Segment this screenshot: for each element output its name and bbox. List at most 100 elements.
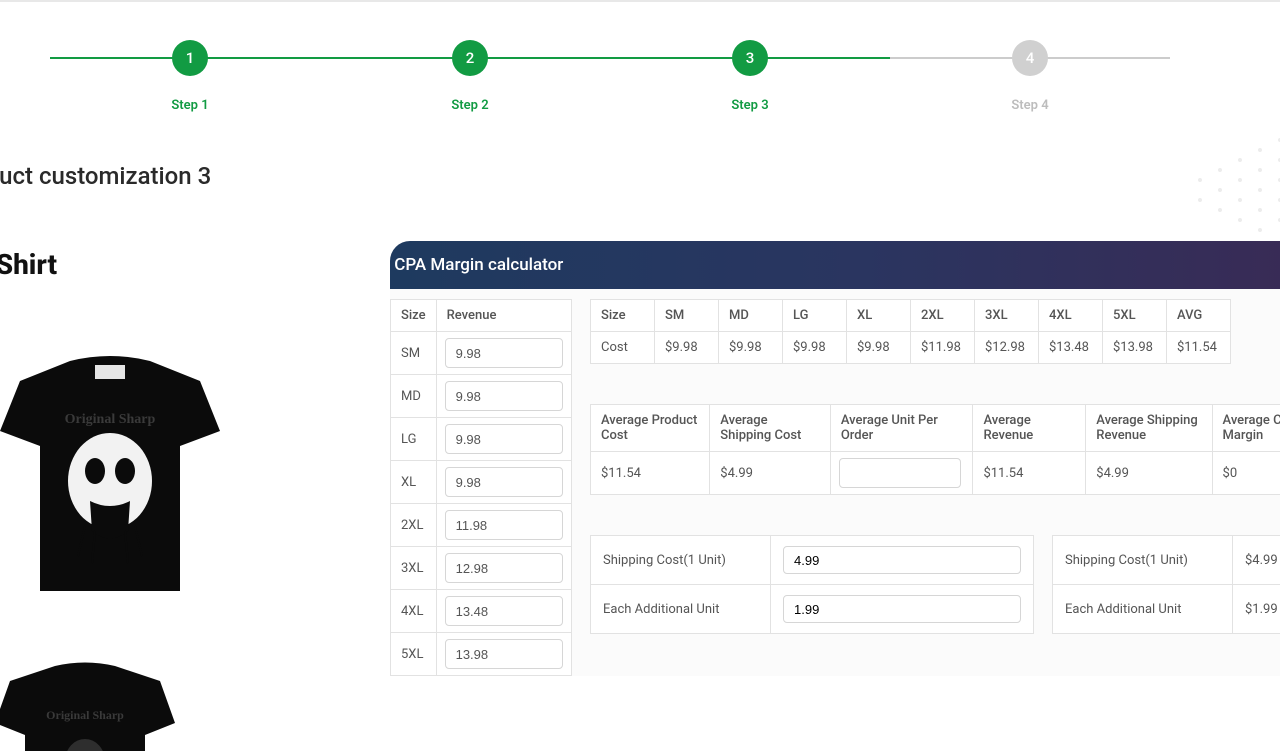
cpa-calculator-panel: CPA Margin calculator Size Revenue SM MD… xyxy=(390,241,1280,676)
avg-header: Average Product Cost xyxy=(591,405,710,452)
size-label: 4XL xyxy=(391,590,437,633)
cost-value: $9.98 xyxy=(719,332,783,364)
avg-header: Average CPA Margin xyxy=(1212,405,1280,452)
top-border xyxy=(0,0,1280,2)
cost-col-5xl: 5XL xyxy=(1103,300,1167,332)
step-line-2 xyxy=(470,57,750,59)
shipping-readonly-table: Shipping Cost(1 Unit) $4.99 Each Additio… xyxy=(1052,535,1280,634)
step-2[interactable]: 2 Step 2 xyxy=(452,40,488,76)
page-title: oduct customization 3 xyxy=(0,162,211,190)
cost-col-3xl: 3XL xyxy=(975,300,1039,332)
step-3-label: Step 3 xyxy=(731,98,768,113)
table-row: Shipping Cost(1 Unit) $4.99 xyxy=(1053,536,1280,585)
avg-header: Average Unit Per Order xyxy=(830,405,973,452)
avg-header: Average Shipping Cost xyxy=(710,405,831,452)
table-row: Each Additional Unit $1.99 xyxy=(1053,585,1280,634)
cost-value: $9.98 xyxy=(655,332,719,364)
step-3-circle: 3 xyxy=(732,40,768,76)
avg-unit-per-order-input[interactable] xyxy=(839,458,961,488)
shipping-label: Shipping Cost(1 Unit) xyxy=(591,536,771,585)
cost-col-xl: XL xyxy=(847,300,911,332)
shipping-cost-input[interactable] xyxy=(783,546,1021,574)
cost-col-4xl: 4XL xyxy=(1039,300,1103,332)
table-row: $11.54 $4.99 $11.54 $4.99 $0 xyxy=(591,452,1280,495)
avg-value: $4.99 xyxy=(710,452,831,495)
revenue-input-2xl[interactable] xyxy=(445,510,563,540)
svg-text:Original Sharp: Original Sharp xyxy=(65,412,156,427)
table-row: Size Revenue xyxy=(391,300,572,332)
table-row: 4XL xyxy=(391,590,572,633)
step-3[interactable]: 3 Step 3 xyxy=(732,40,768,76)
table-row: Size SM MD LG XL 2XL 3XL 4XL 5XL AVG xyxy=(591,300,1231,332)
cost-col-md: MD xyxy=(719,300,783,332)
size-header: Size xyxy=(391,300,437,332)
stepper: 1 Step 1 2 Step 2 3 Step 3 4 Step 4 xyxy=(50,40,1230,110)
step-4[interactable]: 4 Step 4 xyxy=(1012,40,1048,76)
shipping-additional-input[interactable] xyxy=(783,595,1021,623)
avg-value: $11.54 xyxy=(973,452,1086,495)
size-label: MD xyxy=(391,375,437,418)
table-row: 2XL xyxy=(391,504,572,547)
table-row: Cost $9.98 $9.98 $9.98 $9.98 $11.98 $12.… xyxy=(591,332,1231,364)
shipping-label: Each Additional Unit xyxy=(1053,585,1233,634)
revenue-input-md[interactable] xyxy=(445,381,563,411)
step-1[interactable]: 1 Step 1 xyxy=(172,40,208,76)
shipping-input-table: Shipping Cost(1 Unit) Each Additional Un… xyxy=(590,535,1034,634)
revenue-input-table: Size Revenue SM MD LG XL 2XL 3XL 4XL 5XL xyxy=(390,299,572,676)
step-line-0 xyxy=(50,57,190,59)
avg-value: $0 xyxy=(1212,452,1280,495)
cost-value: $9.98 xyxy=(847,332,911,364)
step-2-circle: 2 xyxy=(452,40,488,76)
product-image-back: Original Sharp xyxy=(0,641,200,751)
step-1-circle: 1 xyxy=(172,40,208,76)
cost-value: $13.48 xyxy=(1039,332,1103,364)
shipping-value: $4.99 xyxy=(1233,536,1280,585)
product-column: T-Shirt Original Sharp Original Sharp xyxy=(0,248,290,751)
step-line-3a xyxy=(750,57,890,59)
table-row: Shipping Cost(1 Unit) xyxy=(591,536,1034,585)
table-row: MD xyxy=(391,375,572,418)
cost-col-avg: AVG xyxy=(1167,300,1231,332)
table-row: LG xyxy=(391,418,572,461)
revenue-header: Revenue xyxy=(436,300,571,332)
cost-col-lg: LG xyxy=(783,300,847,332)
cost-table: Size SM MD LG XL 2XL 3XL 4XL 5XL AVG Cos… xyxy=(590,299,1231,364)
size-label: SM xyxy=(391,332,437,375)
product-name: T-Shirt xyxy=(0,248,290,281)
cost-col-2xl: 2XL xyxy=(911,300,975,332)
revenue-input-xl[interactable] xyxy=(445,467,563,497)
shipping-label: Shipping Cost(1 Unit) xyxy=(1053,536,1233,585)
size-label: 2XL xyxy=(391,504,437,547)
cost-size-header: Size xyxy=(591,300,655,332)
avg-value: $4.99 xyxy=(1086,452,1212,495)
table-row: Average Product Cost Average Shipping Co… xyxy=(591,405,1280,452)
averages-table: Average Product Cost Average Shipping Co… xyxy=(590,404,1280,495)
revenue-input-4xl[interactable] xyxy=(445,596,563,626)
shipping-value: $1.99 xyxy=(1233,585,1280,634)
product-image-front: Original Sharp xyxy=(0,331,250,611)
table-row: SM xyxy=(391,332,572,375)
avg-header: Average Shipping Revenue xyxy=(1086,405,1212,452)
size-label: 3XL xyxy=(391,547,437,590)
calculator-header: CPA Margin calculator xyxy=(390,241,1280,289)
cost-row-label: Cost xyxy=(591,332,655,364)
table-row: XL xyxy=(391,461,572,504)
step-4-circle: 4 xyxy=(1012,40,1048,76)
cost-value: $12.98 xyxy=(975,332,1039,364)
size-label: LG xyxy=(391,418,437,461)
shipping-label: Each Additional Unit xyxy=(591,585,771,634)
step-1-label: Step 1 xyxy=(171,98,208,113)
revenue-input-5xl[interactable] xyxy=(445,639,563,669)
size-label: 5XL xyxy=(391,633,437,676)
cost-value: $11.98 xyxy=(911,332,975,364)
table-row: 3XL xyxy=(391,547,572,590)
revenue-input-lg[interactable] xyxy=(445,424,563,454)
revenue-input-3xl[interactable] xyxy=(445,553,563,583)
avg-header: Average Revenue xyxy=(973,405,1086,452)
step-line-1 xyxy=(190,57,470,59)
size-label: XL xyxy=(391,461,437,504)
step-2-label: Step 2 xyxy=(451,98,488,113)
revenue-input-sm[interactable] xyxy=(445,338,563,368)
cost-value: $13.98 xyxy=(1103,332,1167,364)
cost-avg-value: $11.54 xyxy=(1167,332,1231,364)
